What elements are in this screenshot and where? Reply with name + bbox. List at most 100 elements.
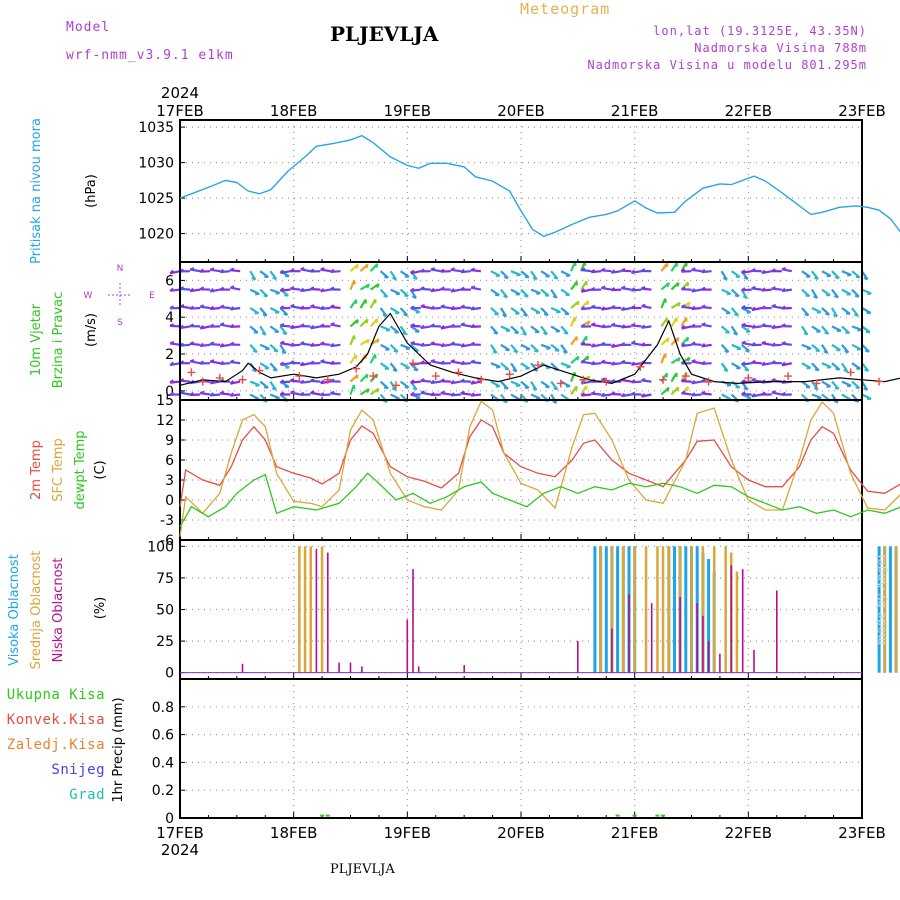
wind-arrow-head	[209, 267, 215, 271]
wind-arrow-head	[420, 378, 425, 382]
wind-arrow-head	[825, 312, 830, 316]
wind-arrow-head	[460, 378, 465, 383]
wind-arrow-head	[229, 380, 234, 385]
temperature-line-2	[179, 472, 900, 528]
wind-arrow-head	[375, 318, 379, 324]
wind-arrow-head	[640, 268, 646, 272]
wind-arrow-head	[289, 286, 295, 290]
gust-marker	[681, 372, 690, 381]
wind-arrow-head	[330, 304, 335, 308]
wind-arrow-head	[630, 287, 636, 292]
gust-marker	[198, 377, 207, 386]
wind-arrow-head	[504, 367, 509, 371]
wind-arrow-head	[781, 361, 786, 367]
wind-arrow-head	[209, 323, 215, 328]
y-tick-label: 50	[156, 603, 174, 619]
date-label-bottom: 21FEB	[611, 824, 658, 842]
wind-arrow-head	[412, 387, 418, 391]
cloud-bar-mid	[644, 546, 648, 673]
wind-arrow-head	[691, 288, 696, 293]
cloud-bar-mid	[320, 546, 324, 673]
wind-arrow-head	[189, 323, 195, 328]
wind-arrow-head	[410, 340, 415, 345]
cloud-bar-low	[241, 663, 244, 673]
y-tick-label: 0	[165, 384, 174, 400]
wind-arrow-head	[744, 368, 749, 372]
wind-arrow-head	[300, 341, 305, 345]
wind-arrow-head	[686, 386, 689, 392]
wind-arrow-head	[383, 294, 388, 298]
wind-arrow-head	[262, 313, 268, 317]
wind-arrow-head	[450, 267, 455, 271]
y-tick-label: 0	[165, 493, 174, 509]
temp-2m-label: 2m Temp	[29, 440, 44, 500]
cloud-high-label: Visoka Oblacnost	[7, 554, 22, 666]
wind-arrow-head	[514, 331, 519, 335]
wind-arrow-head	[404, 294, 409, 298]
y-tick-label: 1020	[138, 227, 174, 243]
wind-arrow-head	[420, 324, 425, 329]
wind-arrow-head	[410, 269, 415, 275]
wind-arrow-head	[253, 331, 259, 334]
wind-arrow-head	[330, 378, 335, 383]
wind-arrow-head	[275, 397, 280, 400]
wind-arrow-head	[450, 379, 455, 385]
wind-arrow-head	[590, 343, 596, 348]
wind-arrow-head	[300, 266, 305, 271]
wind-arrow-head	[255, 384, 260, 387]
y-tick-label: 0.2	[152, 783, 174, 799]
wind-arrow-head	[677, 302, 681, 307]
wind-arrow-head	[664, 353, 667, 358]
cloud-bar-mid	[599, 546, 602, 673]
wind-arrow-head	[814, 276, 819, 280]
wind-arrow-head	[742, 295, 748, 300]
wind-arrow-head	[460, 322, 466, 326]
wind-arrow-head	[392, 276, 397, 281]
wind-arrow-head	[199, 304, 205, 308]
wind-arrow-head	[430, 358, 436, 363]
wind-arrow-head	[383, 386, 389, 390]
wind-arrow-head	[272, 368, 278, 372]
wind-arrow-head	[352, 384, 356, 390]
gust-marker	[431, 372, 440, 381]
wind-arrow-head	[410, 391, 415, 396]
wind-arrow-head	[761, 269, 766, 274]
wind-arrow-head	[394, 331, 399, 334]
gust-marker	[255, 366, 264, 375]
y-tick-label: 6	[165, 273, 174, 289]
temp-dewpt-label: dewpt Temp	[73, 430, 88, 509]
watermark: made by Angel	[866, 545, 896, 655]
wind-arrow-head	[299, 361, 305, 367]
wind-arrow-head	[610, 343, 616, 348]
date-label-top: 17FEB	[156, 102, 203, 120]
wind-arrow-head	[415, 396, 421, 400]
wind-arrow-head	[199, 324, 204, 330]
wind-arrow-head	[701, 304, 706, 309]
wind-arrow-head	[580, 392, 586, 397]
wind-arrow-head	[701, 322, 706, 326]
wind-arrow-head	[701, 390, 706, 395]
wind-arrow-head	[723, 368, 728, 373]
wind-arrow-head	[865, 349, 870, 353]
wind-arrow-head	[450, 305, 455, 310]
wind-arrow-head	[536, 397, 541, 400]
wind-arrow-head	[450, 392, 455, 397]
wind-arrow-head	[854, 294, 860, 298]
wind-arrow-head	[826, 366, 832, 369]
cloud-bar-mid	[610, 546, 614, 673]
wind-arrow-head	[365, 374, 369, 379]
gust-marker	[784, 372, 793, 381]
wind-arrow-head	[440, 324, 445, 330]
wind-arrow-head	[701, 343, 706, 348]
wind-arrow-head	[299, 379, 305, 384]
y-tick-label: 0.6	[152, 728, 174, 744]
precip-legend-4: Grad	[69, 787, 105, 803]
wind-arrow-head	[666, 387, 670, 392]
wind-arrow-head	[189, 267, 195, 271]
wind-arrow-head	[620, 324, 626, 329]
wind-arrow-head	[279, 269, 285, 274]
wind-arrow-head	[219, 286, 225, 291]
wind-arrow-head	[365, 264, 369, 269]
precip-bar-total	[655, 814, 660, 817]
wind-arrow-head	[546, 347, 551, 350]
